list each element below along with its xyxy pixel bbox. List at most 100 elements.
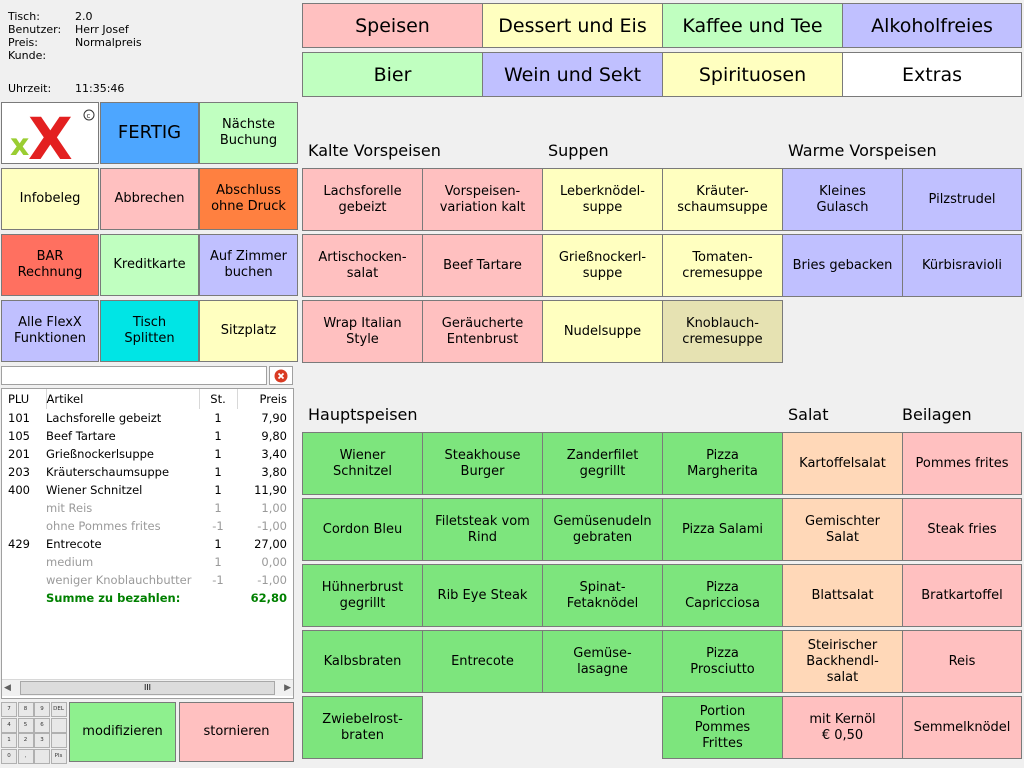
scroll-right-arrow[interactable]: ▶: [284, 683, 291, 693]
clear-search-button[interactable]: [269, 366, 293, 385]
numpad-key[interactable]: 5: [17, 717, 34, 733]
menu-item-salami[interactable]: Pizza Salami: [662, 498, 783, 561]
menu-item-gemuesenudeln[interactable]: Gemüsenudeln gebraten: [542, 498, 663, 561]
auf-zimmer-buchen-button[interactable]: Auf Zimmer buchen: [199, 234, 298, 296]
menu-item-huehnerbrust[interactable]: Hühnerbrust gegrillt: [302, 564, 423, 627]
column-header-st[interactable]: St.: [199, 389, 238, 409]
numpad-key[interactable]: Pls: [50, 748, 67, 764]
table-row[interactable]: weniger Knoblauchbutter -1 -1,00: [2, 571, 293, 589]
scroll-thumb[interactable]: III: [20, 681, 275, 695]
menu-item-artischocken[interactable]: Artischocken- salat: [302, 234, 423, 297]
numpad-key[interactable]: 8: [17, 702, 34, 717]
abbrechen-button[interactable]: Abbrechen: [100, 168, 199, 230]
table-row[interactable]: 203 Kräuterschaumsuppe 1 3,80: [2, 463, 293, 481]
modifizieren-button[interactable]: modifizieren: [69, 702, 176, 762]
menu-item-portion[interactable]: Portion Pommes Frittes: [662, 696, 783, 759]
infobeleg-button[interactable]: Infobeleg: [1, 168, 99, 230]
tab-spirituosen[interactable]: Spirituosen: [662, 52, 843, 97]
alle-flexx-funktionen-button[interactable]: Alle FlexX Funktionen: [1, 300, 99, 362]
menu-item-griess[interactable]: Grießnockerl- suppe: [542, 234, 663, 297]
menu-item-zwiebel[interactable]: Zwiebelrost- braten: [302, 696, 423, 759]
menu-item-kartoffelsalat[interactable]: Kartoffelsalat: [782, 432, 903, 495]
abschluss-ohne-druck-button[interactable]: Abschluss ohne Druck: [199, 168, 298, 230]
stornieren-button[interactable]: stornieren: [179, 702, 294, 762]
numpad-key[interactable]: 9: [34, 702, 50, 717]
numpad-key[interactable]: 6: [34, 717, 50, 733]
menu-item-prosciutto[interactable]: Pizza Prosciutto: [662, 630, 783, 693]
menu-item-pommes[interactable]: Pommes frites: [902, 432, 1022, 495]
fertig-button[interactable]: FERTIG: [100, 102, 199, 164]
numpad-key[interactable]: [34, 748, 50, 764]
naechste-buchung-button[interactable]: Nächste Buchung: [199, 102, 298, 164]
tab-extras[interactable]: Extras: [842, 52, 1022, 97]
order-list[interactable]: PLU Artikel St. Preis 101 Lachsforelle ge…: [1, 388, 294, 699]
tab-dessert-und-eis[interactable]: Dessert und Eis: [482, 3, 663, 48]
menu-item-capricciosa[interactable]: Pizza Capricciosa: [662, 564, 783, 627]
menu-item-margherita[interactable]: Pizza Margherita: [662, 432, 783, 495]
menu-item-entrecote[interactable]: Entrecote: [422, 630, 543, 693]
menu-item-reis[interactable]: Reis: [902, 630, 1022, 693]
menu-item-kernoel[interactable]: mit Kernöl € 0,50: [782, 696, 903, 759]
menu-item-gemischter[interactable]: Gemischter Salat: [782, 498, 903, 561]
table-row[interactable]: 400 Wiener Schnitzel 1 11,90: [2, 481, 293, 499]
tab-bier[interactable]: Bier: [302, 52, 483, 97]
menu-item-filetsteak[interactable]: Filetsteak vom Rind: [422, 498, 543, 561]
table-row[interactable]: 101 Lachsforelle gebeizt 1 7,90: [2, 409, 293, 427]
menu-item-bratkartoffel[interactable]: Bratkartoffel: [902, 564, 1022, 627]
horizontal-scrollbar[interactable]: ◀ III ▶: [2, 679, 293, 696]
numpad-key[interactable]: DEL: [50, 702, 67, 717]
menu-item-kraeuter[interactable]: Kräuter- schaumsuppe: [662, 168, 783, 231]
table-row[interactable]: medium 1 0,00: [2, 553, 293, 571]
menu-item-backhendl[interactable]: Steirischer Backhendl- salat: [782, 630, 903, 693]
table-row[interactable]: ohne Pommes frites -1 -1,00: [2, 517, 293, 535]
menu-item-zander[interactable]: Zanderfilet gegrillt: [542, 432, 663, 495]
column-header-preis[interactable]: Preis: [259, 391, 287, 406]
column-header-plu[interactable]: PLU: [2, 389, 47, 409]
table-row[interactable]: 105 Beef Tartare 1 9,80: [2, 427, 293, 445]
tab-wein-und-sekt[interactable]: Wein und Sekt: [482, 52, 663, 97]
menu-item-nudelsuppe[interactable]: Nudelsuppe: [542, 300, 663, 363]
menu-item-vorspeisen[interactable]: Vorspeisen- variation kalt: [422, 168, 543, 231]
menu-item-steakfries[interactable]: Steak fries: [902, 498, 1022, 561]
tab-kaffee-und-tee[interactable]: Kaffee und Tee: [662, 3, 843, 48]
menu-item-tomaten[interactable]: Tomaten- cremesuppe: [662, 234, 783, 297]
table-row[interactable]: 201 Grießnockerlsuppe 1 3,40: [2, 445, 293, 463]
tab-alkoholfreies[interactable]: Alkoholfreies: [842, 3, 1022, 48]
numpad-key[interactable]: 0: [1, 748, 17, 764]
numpad-key[interactable]: 1: [1, 733, 17, 748]
table-row[interactable]: 429 Entrecote 1 27,00: [2, 535, 293, 553]
menu-item-beef[interactable]: Beef Tartare: [422, 234, 543, 297]
sitzplatz-button[interactable]: Sitzplatz: [199, 300, 298, 362]
menu-item-semmel[interactable]: Semmelknödel: [902, 696, 1022, 759]
menu-item-wiener[interactable]: Wiener Schnitzel: [302, 432, 423, 495]
bar-rechnung-button[interactable]: BAR Rechnung: [1, 234, 99, 296]
menu-item-kalbsbraten[interactable]: Kalbsbraten: [302, 630, 423, 693]
menu-item-leberknoedel[interactable]: Leberknödel- suppe: [542, 168, 663, 231]
tisch-splitten-button[interactable]: Tisch Splitten: [100, 300, 199, 362]
tab-speisen[interactable]: Speisen: [302, 3, 483, 48]
menu-item-spinat[interactable]: Spinat- Fetaknödel: [542, 564, 663, 627]
menu-item-steakhouse[interactable]: Steakhouse Burger: [422, 432, 543, 495]
menu-item-blattsalat[interactable]: Blattsalat: [782, 564, 903, 627]
menu-item-pilzstrudel[interactable]: Pilzstrudel: [902, 168, 1022, 231]
menu-item-kuerbis[interactable]: Kürbisravioli: [902, 234, 1022, 297]
menu-item-wrap[interactable]: Wrap Italian Style: [302, 300, 423, 363]
table-row[interactable]: mit Reis 1 1,00: [2, 499, 293, 517]
numpad-key[interactable]: 3: [34, 733, 50, 748]
numpad-key[interactable]: 7: [1, 702, 17, 717]
column-header-artikel[interactable]: Artikel: [46, 389, 200, 409]
search-field[interactable]: [1, 366, 267, 385]
menu-item-bries[interactable]: Bries gebacken: [782, 234, 903, 297]
menu-item-gulasch[interactable]: Kleines Gulasch: [782, 168, 903, 231]
menu-item-lasagne[interactable]: Gemüse- lasagne: [542, 630, 663, 693]
menu-item-cordon[interactable]: Cordon Bleu: [302, 498, 423, 561]
menu-item-lachsforelle[interactable]: Lachsforelle gebeizt: [302, 168, 423, 231]
menu-item-ribeye[interactable]: Rib Eye Steak: [422, 564, 543, 627]
menu-item-entenbrust[interactable]: Geräucherte Entenbrust: [422, 300, 543, 363]
scroll-left-arrow[interactable]: ◀: [4, 683, 11, 693]
menu-item-knoblauch[interactable]: Knoblauch- cremesuppe: [662, 300, 783, 363]
kreditkarte-button[interactable]: Kreditkarte: [100, 234, 199, 296]
numpad-key[interactable]: 2: [17, 733, 34, 748]
numpad-key[interactable]: 4: [1, 717, 17, 733]
numpad-key[interactable]: ,: [17, 748, 34, 764]
